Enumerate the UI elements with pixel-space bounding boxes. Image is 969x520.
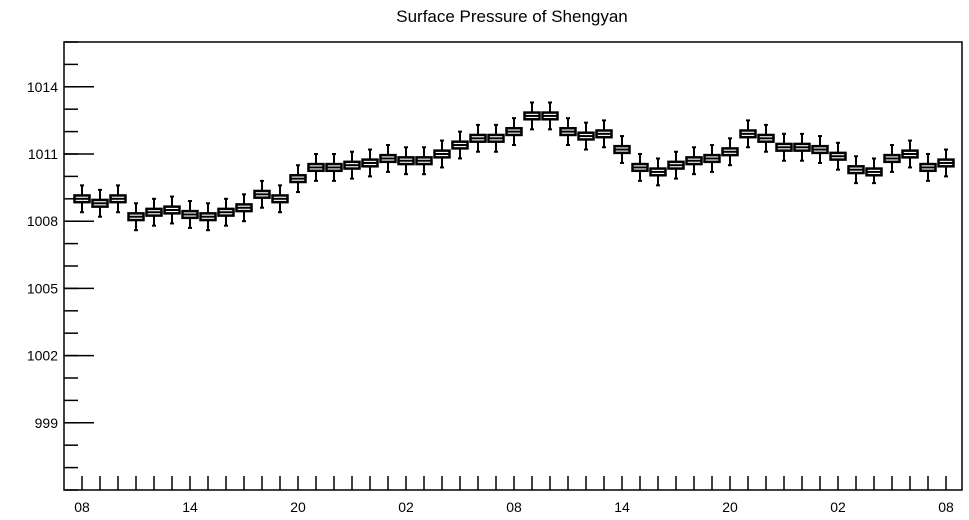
box-plot-series bbox=[73, 101, 955, 232]
box-37 bbox=[739, 119, 757, 149]
box-32 bbox=[649, 157, 667, 187]
box-48 bbox=[937, 148, 955, 178]
box-9 bbox=[235, 193, 253, 223]
box-19 bbox=[415, 146, 433, 176]
box-44 bbox=[865, 157, 883, 185]
y-tick-label: 1002 bbox=[27, 348, 58, 364]
box-1 bbox=[91, 188, 109, 218]
x-tick-label: 08 bbox=[938, 499, 954, 515]
box-34 bbox=[685, 146, 703, 176]
box-5 bbox=[163, 195, 181, 225]
box-11 bbox=[271, 184, 289, 214]
box-35 bbox=[703, 144, 721, 173]
box-38 bbox=[757, 123, 775, 153]
x-axis: 08 14 20 02 08 14 20 02 08 bbox=[74, 476, 954, 515]
y-tick-label: 999 bbox=[35, 415, 59, 431]
box-31 bbox=[631, 153, 649, 182]
box-3 bbox=[127, 202, 145, 232]
plot-frame bbox=[63, 41, 963, 491]
x-tick-label: 02 bbox=[398, 499, 414, 515]
y-tick-label: 1014 bbox=[27, 79, 58, 95]
box-13 bbox=[307, 153, 325, 182]
x-tick-label: 20 bbox=[290, 499, 306, 515]
box-42 bbox=[829, 141, 847, 171]
box-4 bbox=[145, 197, 163, 227]
box-39 bbox=[775, 132, 793, 162]
x-tick-label: 08 bbox=[506, 499, 522, 515]
x-tick-label: 14 bbox=[614, 499, 630, 515]
x-tick-label: 02 bbox=[830, 499, 846, 515]
box-36 bbox=[721, 137, 739, 167]
box-10 bbox=[253, 179, 271, 209]
y-tick-label: 1005 bbox=[27, 280, 58, 296]
box-23 bbox=[487, 123, 505, 153]
box-21 bbox=[451, 130, 469, 160]
box-30 bbox=[613, 135, 631, 164]
box-24 bbox=[505, 117, 523, 147]
chart-title: Surface Pressure of Shengyan bbox=[396, 7, 628, 26]
box-28 bbox=[577, 121, 595, 151]
box-22 bbox=[469, 123, 487, 153]
y-tick-label: 1008 bbox=[27, 213, 58, 229]
x-tick-label: 08 bbox=[74, 499, 90, 515]
y-tick-label: 1011 bbox=[28, 146, 58, 162]
x-tick-label: 14 bbox=[182, 499, 198, 515]
box-2 bbox=[109, 184, 127, 214]
box-7 bbox=[199, 202, 217, 232]
box-18 bbox=[397, 146, 415, 176]
box-45 bbox=[883, 144, 901, 173]
box-40 bbox=[793, 132, 811, 162]
y-axis: 999 1002 1005 1008 1011 1014 bbox=[27, 41, 94, 491]
box-33 bbox=[667, 150, 685, 180]
box-29 bbox=[595, 119, 613, 149]
box-6 bbox=[181, 200, 199, 229]
box-14 bbox=[325, 153, 343, 182]
box-17 bbox=[379, 144, 397, 173]
box-16 bbox=[361, 148, 379, 178]
box-41 bbox=[811, 135, 829, 164]
box-20 bbox=[433, 139, 451, 169]
box-25 bbox=[523, 101, 541, 131]
x-tick-label: 20 bbox=[722, 499, 738, 515]
box-26 bbox=[541, 101, 559, 131]
box-46 bbox=[901, 139, 919, 169]
box-15 bbox=[343, 150, 361, 180]
box-27 bbox=[559, 117, 577, 147]
box-0 bbox=[73, 184, 91, 214]
box-47 bbox=[919, 153, 937, 182]
box-12 bbox=[289, 164, 307, 194]
box-8 bbox=[217, 197, 235, 227]
box-43 bbox=[847, 155, 865, 185]
